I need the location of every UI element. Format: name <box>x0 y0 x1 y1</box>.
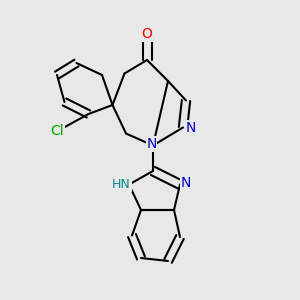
Text: N: N <box>180 176 190 190</box>
Text: HN: HN <box>112 178 131 191</box>
Text: Cl: Cl <box>50 124 64 137</box>
Text: N: N <box>185 121 196 134</box>
Text: O: O <box>142 28 152 41</box>
Text: N: N <box>146 137 157 151</box>
